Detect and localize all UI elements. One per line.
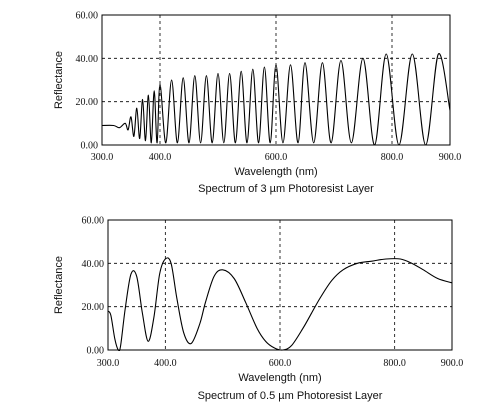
x-tick-label: 300.0 (97, 358, 120, 369)
x-tick-label: 800.0 (383, 358, 406, 369)
series-line (108, 257, 452, 351)
x-tick-label: 400.0 (149, 152, 172, 163)
y-tick-label: 20.00 (76, 97, 99, 108)
x-axis-label: Wavelength (nm) (234, 166, 317, 178)
y-tick-label: 0.00 (81, 141, 99, 152)
y-tick-label: 40.00 (76, 54, 99, 65)
x-tick-label: 800.0 (381, 152, 404, 163)
x-tick-label: 600.0 (269, 358, 292, 369)
chart-caption: Spectrum of 3 µm Photoresist Layer (198, 183, 374, 195)
y-tick-label: 60.00 (82, 216, 105, 227)
x-tick-label: 400.0 (154, 358, 177, 369)
chart-caption: Spectrum of 0.5 µm Photoresist Layer (198, 390, 383, 402)
x-tick-label: 600.0 (265, 152, 288, 163)
y-tick-label: 20.00 (82, 302, 105, 313)
y-axis-label: Reflectance (53, 51, 65, 109)
series-line (102, 53, 450, 146)
y-axis-label: Reflectance (53, 256, 65, 314)
x-tick-label: 300.0 (91, 152, 114, 163)
y-tick-label: 0.00 (87, 346, 105, 357)
x-axis-label: Wavelength (nm) (238, 372, 321, 384)
y-tick-label: 60.00 (76, 11, 99, 22)
y-tick-label: 40.00 (82, 259, 105, 270)
x-tick-label: 900.0 (441, 358, 464, 369)
x-tick-label: 900.0 (439, 152, 462, 163)
